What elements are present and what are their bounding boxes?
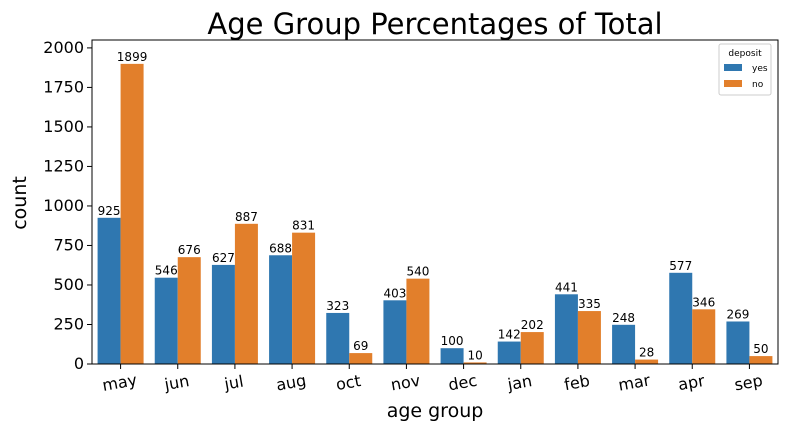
bar-yes-nov [383, 300, 407, 364]
x-tick-label-sep: sep [733, 371, 764, 395]
data-label-yes-dec: 100 [441, 334, 464, 348]
x-tick-label-jul: jul [222, 372, 245, 394]
data-label-no-jul: 887 [235, 210, 258, 224]
chart-title: Age Group Percentages of Total [207, 7, 662, 41]
bar-no-jan [520, 332, 544, 364]
axes-frame [91, 39, 779, 365]
x-tick-label-dec: dec [447, 371, 479, 395]
data-label-no-dec: 10 [467, 348, 482, 362]
data-label-no-nov: 540 [406, 265, 429, 279]
data-label-yes-sep: 269 [726, 307, 749, 321]
bar-no-oct [349, 353, 373, 364]
y-axis-label: count [9, 176, 31, 230]
legend-swatch-no [724, 80, 742, 87]
x-tick-label-aug: aug [275, 371, 308, 395]
bar-no-dec [463, 362, 487, 364]
bar-no-feb [577, 311, 601, 364]
bar-yes-feb [554, 294, 578, 364]
bar-yes-dec [440, 348, 464, 364]
x-tick-label-oct: oct [334, 371, 362, 394]
x-tick-label-nov: nov [389, 371, 421, 395]
data-label-no-oct: 69 [353, 339, 368, 353]
data-label-yes-jun: 546 [155, 264, 178, 278]
y-tick-label: 1500 [43, 117, 84, 136]
data-label-no-jan: 202 [521, 318, 544, 332]
bar-no-jun [177, 257, 201, 364]
data-label-no-aug: 831 [292, 219, 315, 233]
y-tick-label: 750 [53, 235, 84, 254]
x-tick-label-jan: jan [505, 371, 533, 394]
bar-yes-jun [154, 277, 178, 364]
data-label-no-mar: 28 [639, 346, 654, 360]
y-tick-label: 500 [53, 275, 84, 294]
bar-yes-jul [211, 264, 235, 364]
y-tick-label: 250 [53, 314, 84, 333]
data-label-no-apr: 346 [692, 295, 715, 309]
data-label-no-jun: 676 [178, 243, 201, 257]
legend-label-no: no [752, 80, 764, 90]
y-tick-label: 2000 [43, 38, 84, 57]
y-tick-label: 1000 [43, 196, 84, 215]
bar-yes-apr [669, 272, 693, 364]
bar-yes-oct [326, 312, 350, 364]
bar-yes-aug [269, 255, 293, 364]
data-label-no-sep: 50 [753, 342, 768, 356]
bar-yes-sep [726, 321, 750, 364]
bar-no-nov [406, 278, 430, 364]
plot-area: 0 250 500 750 1000 1250 1500 1750 2000 925 1899 may… [43, 38, 779, 395]
x-tick-label-mar: mar [617, 370, 652, 394]
data-label-yes-mar: 248 [612, 311, 635, 325]
bar-yes-may [97, 217, 121, 364]
legend-swatch-yes [724, 64, 742, 71]
data-label-yes-oct: 323 [326, 299, 349, 313]
data-label-yes-may: 925 [98, 204, 121, 218]
data-label-yes-apr: 577 [669, 259, 692, 273]
bar-no-sep [749, 356, 773, 364]
x-tick-label-feb: feb [563, 371, 592, 394]
bar-yes-mar [612, 324, 636, 364]
x-tick-label-jun: jun [162, 371, 191, 394]
bar-no-apr [692, 309, 716, 364]
data-label-yes-jul: 627 [212, 251, 235, 265]
legend-title: deposit [728, 49, 762, 59]
data-label-yes-nov: 403 [383, 286, 406, 300]
bar-no-aug [292, 232, 316, 364]
data-label-no-feb: 335 [578, 297, 601, 311]
bar-no-may [120, 63, 144, 365]
bar-no-mar [635, 359, 659, 364]
y-tick-label: 1750 [43, 77, 84, 96]
bar-no-jul [234, 223, 258, 364]
data-label-yes-feb: 441 [555, 280, 578, 294]
data-label-no-may: 1899 [117, 50, 148, 64]
x-tick-label-may: may [101, 370, 139, 395]
data-label-yes-jan: 142 [498, 328, 521, 342]
data-label-yes-aug: 688 [269, 241, 292, 255]
bar-yes-jan [497, 341, 521, 364]
x-tick-label-apr: apr [677, 371, 707, 394]
x-axis-label: age group [387, 400, 484, 422]
legend-label-yes: yes [752, 64, 768, 74]
y-tick-label: 0 [74, 354, 84, 373]
legend: deposit yes no [718, 43, 772, 96]
y-tick-label: 1250 [43, 156, 84, 175]
